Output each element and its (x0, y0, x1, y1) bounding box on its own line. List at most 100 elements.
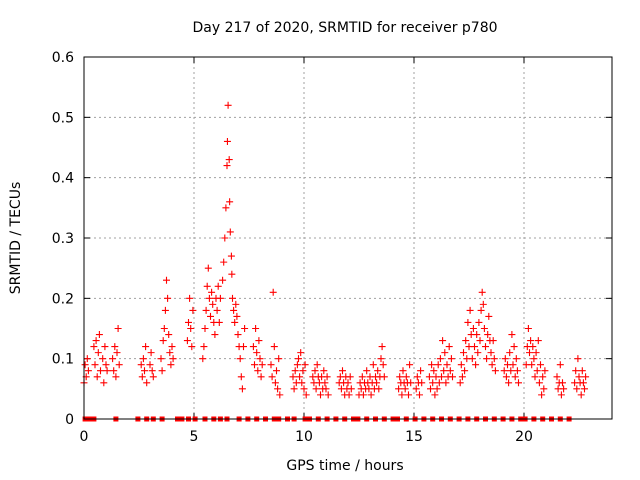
data-point-marker (258, 361, 266, 369)
data-point-marker (234, 331, 242, 339)
data-point-marker (160, 325, 168, 332)
data-point-marker (374, 367, 382, 375)
data-point-marker (378, 343, 386, 351)
data-point-marker (199, 355, 207, 363)
data-point-marker (275, 355, 283, 363)
data-point-marker (147, 349, 155, 357)
data-point-marker (529, 343, 537, 351)
data-point-marker (188, 343, 196, 351)
grid-lines (84, 57, 612, 419)
data-point-marker (201, 325, 209, 332)
data-point-marker (441, 349, 449, 357)
data-point-marker (138, 373, 146, 381)
data-point-marker (109, 355, 117, 363)
x-axis-label: GPS time / hours (286, 458, 403, 474)
data-point-marker (321, 379, 329, 387)
data-point-marker (480, 325, 488, 332)
data-point-marker (227, 252, 235, 260)
data-point-marker (477, 306, 485, 314)
data-point-marker (464, 318, 472, 326)
data-point-marker (458, 373, 466, 381)
data-point-marker (377, 355, 385, 363)
data-point-marker (223, 137, 231, 145)
data-point-marker (167, 361, 175, 369)
data-point-marker (490, 355, 498, 363)
y-tick-label: 0.3 (52, 231, 74, 247)
data-point-marker (240, 343, 247, 351)
x-tick-label: 15 (405, 429, 423, 445)
data-point-marker (220, 258, 228, 266)
data-point-marker (207, 312, 214, 320)
data-point-marker (189, 306, 197, 314)
data-point-marker (208, 288, 216, 296)
y-tick-label: 0.4 (52, 171, 74, 187)
data-point-marker (114, 325, 122, 332)
data-point-marker (407, 379, 415, 387)
data-point-marker (534, 337, 542, 345)
y-tick-label: 0.5 (52, 110, 74, 126)
data-point-marker (253, 349, 261, 357)
data-point-marker (95, 331, 103, 339)
data-point-marker (560, 385, 568, 393)
data-point-marker (461, 367, 469, 375)
data-point-marker (379, 361, 387, 369)
data-point-marker (269, 288, 277, 296)
data-point-marker (373, 379, 381, 387)
data-point-marker (139, 355, 147, 363)
data-point-marker (468, 355, 476, 363)
data-point-marker (93, 373, 101, 381)
data-point-marker (469, 325, 477, 332)
data-point-marker (81, 361, 89, 369)
data-point-marker (559, 379, 566, 387)
data-point-marker (268, 373, 276, 381)
data-point-marker (231, 318, 239, 326)
data-point-marker (256, 355, 264, 363)
data-point-marker (111, 343, 119, 351)
data-point-marker (163, 276, 170, 284)
data-point-marker (460, 349, 467, 357)
data-point-marker (159, 337, 167, 345)
data-point-marker (513, 367, 521, 375)
data-point-marker (427, 385, 434, 393)
data-point-marker (573, 385, 581, 393)
data-point-marker (539, 373, 547, 381)
data-point-marker (484, 331, 492, 339)
data-point-marker (276, 391, 284, 399)
data-point-marker (435, 379, 443, 387)
data-point-marker (345, 391, 353, 399)
data-point-marker (257, 373, 265, 381)
data-point-marker (443, 361, 451, 369)
data-point-marker (511, 373, 519, 381)
y-tick-label: 0 (65, 412, 74, 428)
data-point-marker (203, 282, 211, 290)
data-point-marker (113, 349, 121, 357)
data-point-marker (311, 367, 319, 375)
data-point-marker (507, 367, 515, 375)
data-point-marker (431, 391, 439, 399)
data-point-marker (530, 355, 538, 363)
data-point-marker (230, 306, 238, 314)
data-point-marker (223, 162, 231, 170)
data-point-marker (509, 361, 517, 369)
data-point-marker (224, 101, 232, 109)
data-point-marker (100, 379, 108, 387)
data-point-marker (429, 379, 437, 387)
data-point-marker (200, 343, 208, 351)
data-point-marker (146, 361, 154, 369)
data-point-marker (540, 385, 548, 393)
data-point-marker (474, 349, 482, 357)
data-point-marker (299, 367, 307, 375)
data-points (80, 101, 590, 422)
data-point-marker (541, 367, 549, 375)
data-point-marker (252, 325, 260, 332)
data-point-marker (251, 361, 258, 369)
data-point-marker (112, 373, 120, 381)
data-point-marker (215, 318, 223, 326)
data-point-marker (249, 343, 257, 351)
data-point-marker (221, 234, 229, 242)
data-point-marker (211, 331, 219, 339)
data-point-marker (213, 306, 221, 314)
data-point-marker (202, 306, 210, 314)
data-point-marker (254, 367, 262, 375)
data-point-marker (103, 367, 111, 375)
